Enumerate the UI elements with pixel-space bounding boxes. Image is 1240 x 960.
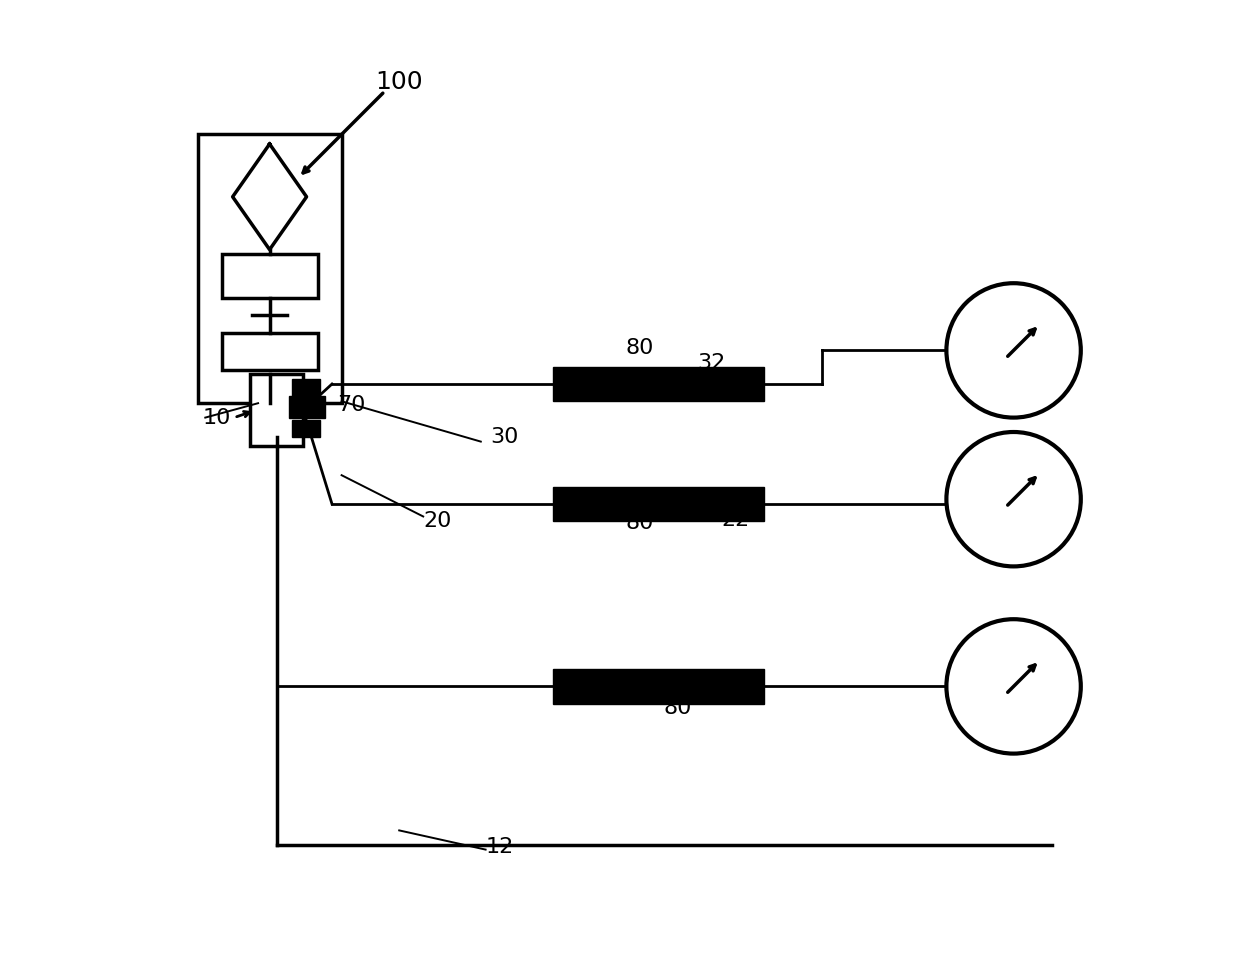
- Text: 80: 80: [663, 698, 692, 717]
- Bar: [289, 396, 325, 418]
- Text: 32: 32: [697, 353, 725, 372]
- Text: 20: 20: [423, 512, 451, 531]
- Bar: [553, 669, 764, 704]
- Text: 30: 30: [491, 427, 520, 446]
- Text: 70: 70: [337, 396, 365, 415]
- Bar: [553, 367, 764, 401]
- Text: 100: 100: [376, 69, 423, 93]
- Bar: [291, 379, 320, 396]
- Text: 22: 22: [722, 511, 749, 530]
- Text: 12: 12: [486, 837, 515, 856]
- Text: 10: 10: [202, 408, 231, 427]
- Bar: [553, 487, 764, 521]
- Text: 80: 80: [625, 338, 653, 357]
- Bar: [250, 374, 304, 446]
- Text: 80: 80: [625, 514, 653, 533]
- Bar: [197, 134, 341, 403]
- Bar: [222, 254, 317, 298]
- Bar: [222, 333, 317, 370]
- Bar: [291, 420, 320, 437]
